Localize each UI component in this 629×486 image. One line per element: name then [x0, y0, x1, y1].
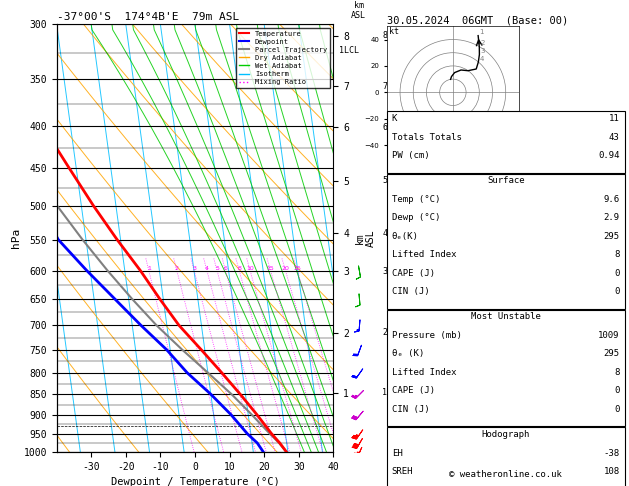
Text: 0: 0: [614, 386, 620, 396]
Text: PW (cm): PW (cm): [392, 151, 430, 160]
Text: 4: 4: [205, 265, 209, 271]
Text: Hodograph: Hodograph: [482, 430, 530, 439]
Text: 1009: 1009: [598, 331, 620, 340]
Legend: Temperature, Dewpoint, Parcel Trajectory, Dry Adiabat, Wet Adiabat, Isotherm, Mi: Temperature, Dewpoint, Parcel Trajectory…: [236, 28, 330, 88]
Text: 9.6: 9.6: [603, 195, 620, 204]
Text: 1: 1: [382, 388, 387, 397]
Text: 8: 8: [614, 368, 620, 377]
Text: 0: 0: [614, 269, 620, 278]
Text: 8: 8: [382, 32, 387, 40]
Text: 1: 1: [147, 265, 151, 271]
Text: 2: 2: [175, 265, 179, 271]
Text: km
ASL: km ASL: [351, 0, 366, 20]
Text: Most Unstable: Most Unstable: [470, 312, 541, 322]
Text: -37°00'S  174°4B'E  79m ASL: -37°00'S 174°4B'E 79m ASL: [57, 12, 239, 22]
Text: 7: 7: [382, 82, 387, 90]
Text: Temp (°C): Temp (°C): [392, 195, 440, 204]
Text: 25: 25: [293, 265, 301, 271]
Text: 295: 295: [603, 232, 620, 241]
Text: kt: kt: [389, 27, 399, 36]
Text: Dewp (°C): Dewp (°C): [392, 213, 440, 223]
Text: 4: 4: [382, 228, 387, 238]
Text: 6: 6: [382, 123, 387, 132]
Text: Totals Totals: Totals Totals: [392, 133, 462, 142]
Text: θₑ (K): θₑ (K): [392, 349, 424, 359]
Text: 10: 10: [246, 265, 254, 271]
Text: 8: 8: [237, 265, 241, 271]
Text: 0: 0: [614, 287, 620, 296]
Text: CAPE (J): CAPE (J): [392, 386, 435, 396]
Text: 108: 108: [603, 467, 620, 476]
Text: 0: 0: [614, 405, 620, 414]
Text: 1: 1: [479, 29, 484, 35]
Text: 1LCL: 1LCL: [339, 46, 359, 54]
Text: 2: 2: [481, 40, 485, 46]
Y-axis label: km
ASL: km ASL: [355, 229, 376, 247]
Text: CIN (J): CIN (J): [392, 287, 430, 296]
Text: Pressure (mb): Pressure (mb): [392, 331, 462, 340]
Text: 15: 15: [267, 265, 274, 271]
Text: 30.05.2024  06GMT  (Base: 00): 30.05.2024 06GMT (Base: 00): [387, 16, 568, 26]
Text: K: K: [392, 114, 398, 123]
Text: 20: 20: [282, 265, 289, 271]
Text: 3: 3: [481, 48, 485, 54]
Text: CIN (J): CIN (J): [392, 405, 430, 414]
Text: 5: 5: [382, 176, 387, 185]
Text: 43: 43: [609, 133, 620, 142]
Text: 11: 11: [609, 114, 620, 123]
Text: 8: 8: [614, 250, 620, 260]
Text: 3: 3: [382, 267, 387, 276]
Text: 2.9: 2.9: [603, 213, 620, 223]
Text: 5: 5: [215, 265, 219, 271]
Text: 4: 4: [480, 56, 484, 62]
Text: © weatheronline.co.uk: © weatheronline.co.uk: [449, 469, 562, 479]
Text: Lifted Index: Lifted Index: [392, 368, 457, 377]
Text: 0.94: 0.94: [598, 151, 620, 160]
Text: 295: 295: [603, 349, 620, 359]
Text: -38: -38: [603, 449, 620, 458]
Text: 2: 2: [382, 329, 387, 337]
Text: θₑ(K): θₑ(K): [392, 232, 419, 241]
Text: 6: 6: [223, 265, 228, 271]
Text: Lifted Index: Lifted Index: [392, 250, 457, 260]
Y-axis label: hPa: hPa: [11, 228, 21, 248]
Text: SREH: SREH: [392, 467, 413, 476]
Text: 3: 3: [192, 265, 196, 271]
X-axis label: Dewpoint / Temperature (°C): Dewpoint / Temperature (°C): [111, 477, 279, 486]
Text: Surface: Surface: [487, 176, 525, 186]
Text: CAPE (J): CAPE (J): [392, 269, 435, 278]
Text: EH: EH: [392, 449, 403, 458]
